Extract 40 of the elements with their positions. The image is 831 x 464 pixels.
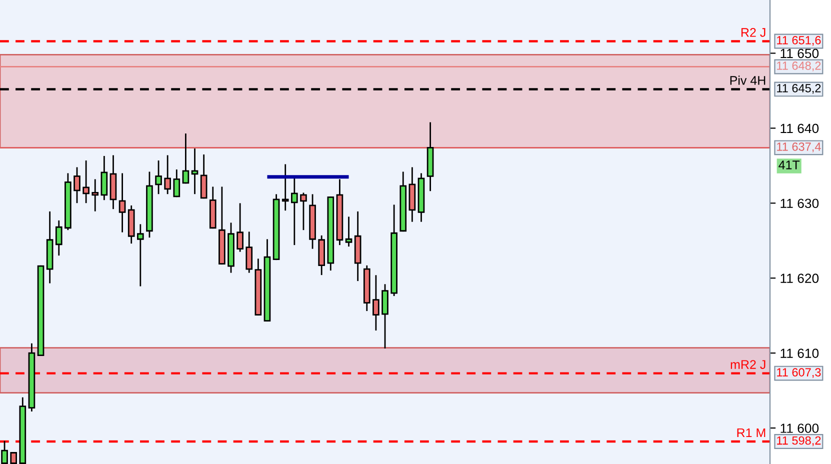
candlestick — [92, 179, 99, 212]
y-tick-label: 11 600 — [780, 424, 819, 433]
candlestick — [200, 154, 208, 199]
candlestick — [10, 452, 17, 464]
text: 11 607,3 — [777, 368, 821, 378]
candlestick — [55, 220, 62, 256]
candlestick — [74, 167, 80, 204]
text: 11 651,6 — [777, 36, 821, 46]
ref-line-label: mR2 J — [730, 360, 766, 369]
candlestick — [137, 224, 144, 286]
text: 11 598,2 — [777, 436, 821, 446]
text: 11 648,2 — [777, 62, 821, 72]
candlestick — [1, 440, 8, 464]
candlestick — [246, 232, 253, 273]
y-tick-label: 11 620 — [780, 274, 819, 284]
y-tick-label: 11 610 — [780, 348, 819, 358]
candlestick — [118, 173, 126, 232]
candlestick — [300, 192, 307, 230]
candlestick — [155, 160, 162, 194]
ref-line-label: Piv 4H — [730, 76, 766, 85]
candlestick — [236, 203, 244, 252]
y-tick-label: 11 650 — [780, 48, 819, 58]
candlestick — [82, 160, 90, 204]
y-tick-label: 11 630 — [780, 198, 819, 208]
text: 11 637,4 — [777, 142, 821, 152]
candlestick — [291, 178, 298, 246]
text: 41T — [778, 160, 800, 170]
candlestick — [191, 148, 198, 194]
candlestick — [372, 275, 380, 331]
candlestick — [100, 156, 108, 200]
text: 11 645,2 — [777, 84, 821, 94]
candlestick — [382, 284, 388, 349]
candlestick — [164, 155, 171, 194]
candlestick — [282, 164, 289, 211]
ref-line-label: R2 J — [741, 28, 766, 37]
candlestick — [173, 169, 180, 198]
candlestick — [345, 216, 352, 247]
candlestick — [182, 133, 190, 184]
y-tick-label: 11 640 — [780, 124, 819, 134]
ref-line-label: R1 M — [737, 428, 766, 438]
